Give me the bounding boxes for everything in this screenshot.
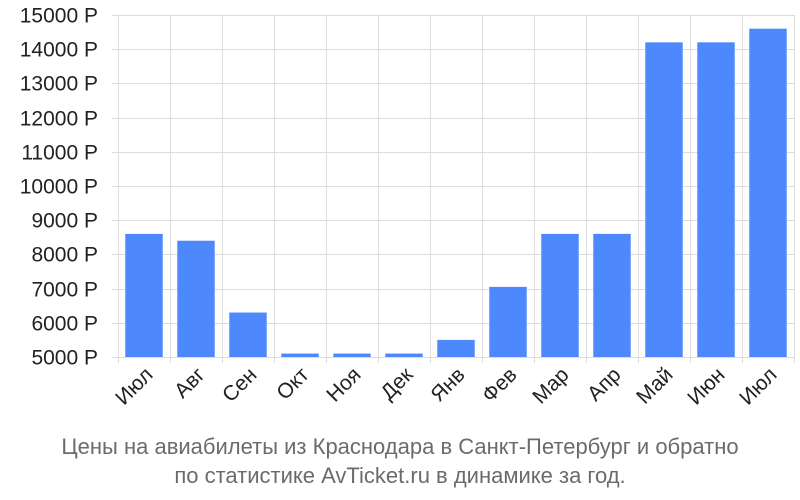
bar bbox=[645, 42, 683, 358]
x-tick-label: Мар bbox=[528, 363, 573, 408]
bar bbox=[697, 42, 735, 358]
y-axis-ticks: 5000 Р 6000 Р 7000 Р 8000 Р 9000 Р 10000 Р 110… bbox=[20, 5, 98, 370]
chart-caption: Цены на авиабилеты из Краснодара в Санкт… bbox=[0, 432, 800, 490]
bar bbox=[385, 353, 423, 357]
x-tick-label: Янв bbox=[426, 363, 469, 406]
y-tick-label: 6000 Р bbox=[31, 313, 98, 336]
y-tick-label: 9000 Р bbox=[31, 210, 98, 233]
bar bbox=[541, 233, 579, 357]
bar bbox=[281, 353, 319, 357]
x-tick-label: Апр bbox=[583, 363, 625, 405]
bar bbox=[333, 353, 371, 357]
y-tick-label: 7000 Р bbox=[31, 279, 98, 302]
x-tick-label: Май bbox=[632, 363, 677, 408]
y-tick-label: 8000 Р bbox=[31, 244, 98, 267]
caption-line-1: Цены на авиабилеты из Краснодара в Санкт… bbox=[61, 434, 739, 459]
x-tick-label: Ноя bbox=[322, 363, 365, 406]
x-tick-label: Июл bbox=[111, 363, 157, 409]
x-tick-label: Авг bbox=[170, 363, 210, 403]
caption-line-2: по статистике AvTicket.ru в динамике за … bbox=[174, 463, 626, 488]
bar bbox=[749, 28, 787, 358]
bar bbox=[177, 240, 215, 357]
x-tick-label: Дек bbox=[376, 363, 418, 405]
bar bbox=[437, 339, 475, 357]
grid-lines bbox=[112, 15, 795, 363]
bars bbox=[125, 28, 787, 358]
x-tick-label: Июл bbox=[735, 363, 781, 409]
y-tick-label: 5000 Р bbox=[31, 347, 98, 370]
bar bbox=[229, 312, 267, 357]
x-tick-label: Окт bbox=[272, 363, 314, 405]
bar bbox=[593, 233, 631, 357]
bar bbox=[125, 233, 163, 357]
y-tick-label: 14000 Р bbox=[20, 39, 98, 62]
x-tick-label: Фев bbox=[478, 363, 522, 407]
bar bbox=[489, 286, 527, 357]
x-axis-ticks: Июл Авг Сен Окт Ноя Дек Янв Фев Мар Апр Май Июн Июл bbox=[111, 363, 781, 410]
y-tick-label: 13000 Р bbox=[20, 73, 98, 96]
y-tick-label: 10000 Р bbox=[20, 176, 98, 199]
y-tick-label: 15000 Р bbox=[20, 5, 98, 28]
y-tick-label: 12000 Р bbox=[20, 108, 98, 131]
x-tick-label: Июн bbox=[683, 363, 729, 409]
x-tick-label: Сен bbox=[218, 363, 261, 406]
y-tick-label: 11000 Р bbox=[21, 142, 98, 165]
